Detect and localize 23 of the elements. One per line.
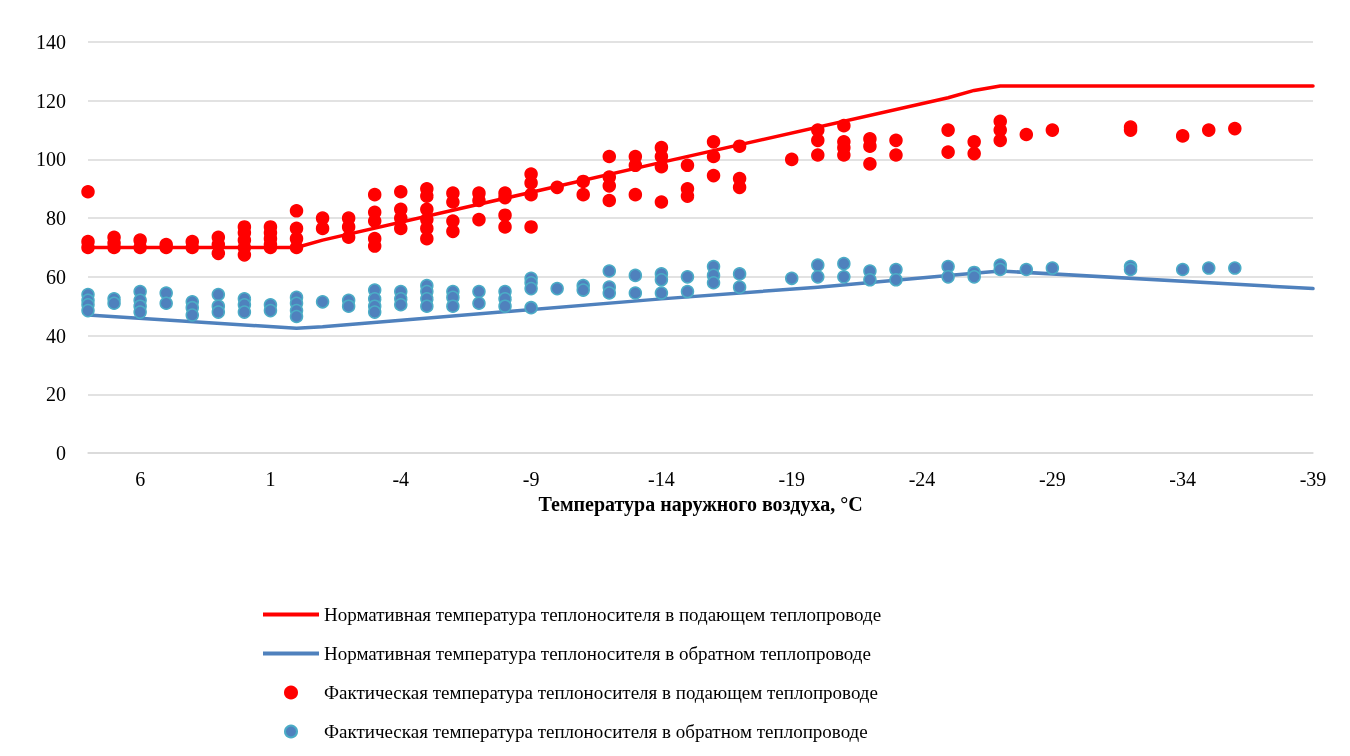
y-tick-label: 80 (46, 207, 66, 230)
legend-label: Нормативная температура теплоносителя в подающем теплопроводе (324, 604, 882, 625)
x-tick-label: -9 (522, 468, 540, 490)
x-tick-label: 1 (265, 468, 276, 490)
y-tick-label: 0 (56, 442, 66, 464)
x-tick-label: -39 (1299, 468, 1327, 490)
y-tick-label: 100 (36, 148, 66, 171)
x-axis-title: Температура наружного воздуха, °C (538, 492, 863, 516)
legend-label: Нормативная температура теплоносителя в обратном теплопроводе (324, 643, 871, 664)
x-tick-label: -14 (648, 468, 675, 490)
x-tick-label: -4 (392, 468, 410, 490)
x-tick-label: -24 (908, 468, 936, 490)
legend-label: Фактическая температура теплоносителя в обратном теплопроводе (324, 721, 868, 742)
x-tick-label: -29 (1039, 468, 1066, 490)
y-tick-label: 120 (36, 89, 66, 112)
legend-label: Фактическая температура теплоносителя в подающем теплопроводе (324, 682, 878, 703)
y-tick-label: 20 (46, 383, 66, 406)
x-tick-label: -34 (1169, 468, 1197, 490)
x-tick-label: 6 (135, 468, 146, 490)
y-tick-label: 60 (46, 265, 66, 288)
y-tick-label: 140 (36, 31, 66, 53)
x-tick-label: -19 (778, 468, 806, 490)
y-tick-label: 40 (46, 324, 66, 347)
